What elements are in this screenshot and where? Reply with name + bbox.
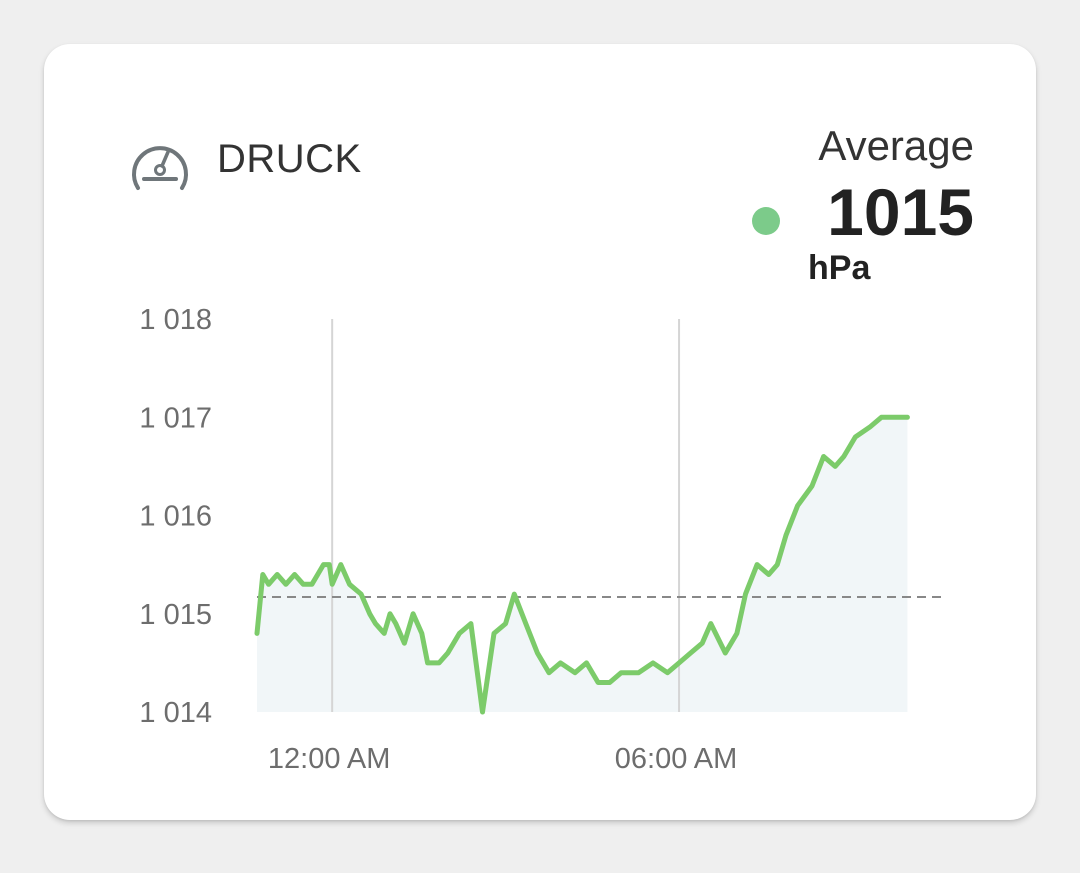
gauge-icon: [132, 146, 188, 190]
average-indicator-dot: [752, 207, 780, 235]
chart-area-fill: [257, 417, 908, 712]
x-tick-label: 06:00 AM: [615, 743, 738, 775]
average-unit: hPa: [808, 249, 871, 287]
pressure-series-line: [254, 414, 910, 715]
y-tick-label: 1 014: [139, 697, 212, 729]
y-tick-label: 1 018: [139, 304, 212, 336]
average-value: 1015: [827, 175, 974, 249]
average-label: Average: [818, 122, 974, 169]
y-tick-label: 1 017: [139, 402, 212, 434]
x-tick-label: 12:00 AM: [268, 743, 391, 775]
y-tick-label: 1 015: [139, 599, 212, 631]
y-tick-label: 1 016: [139, 501, 212, 533]
card-title: DRUCK: [217, 137, 362, 181]
